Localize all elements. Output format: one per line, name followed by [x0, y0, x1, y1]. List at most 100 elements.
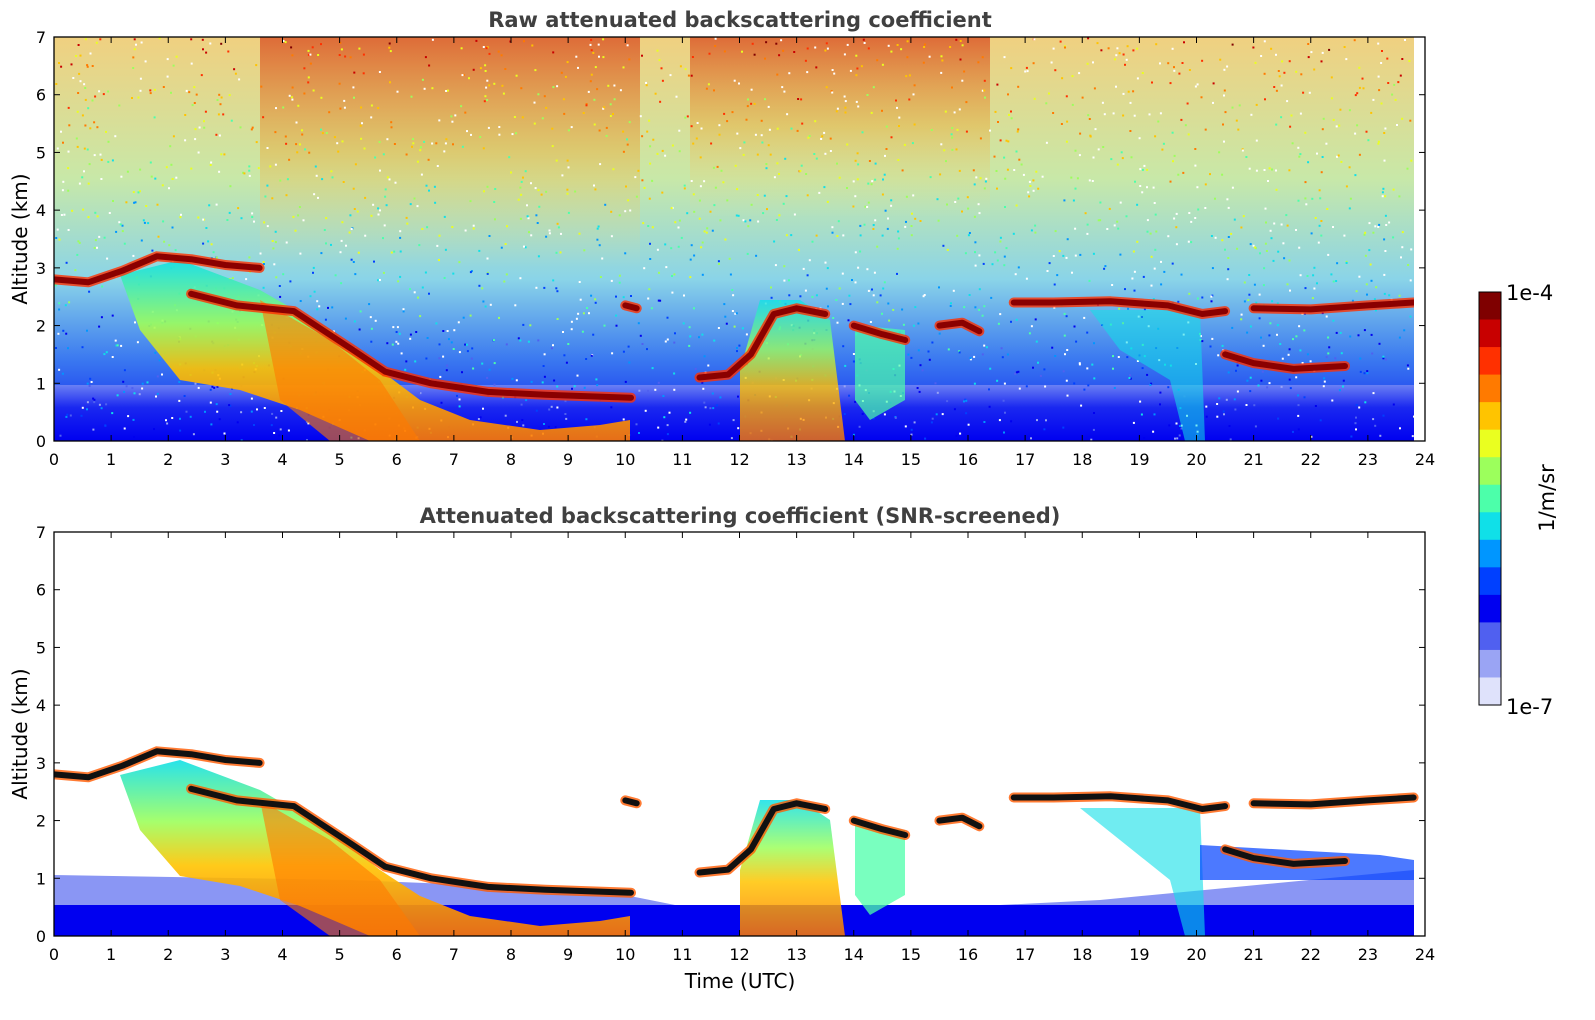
noise-pixel: [1265, 221, 1267, 224]
noise-pixel: [434, 201, 437, 204]
noise-pixel: [1382, 355, 1385, 358]
noise-pixel: [446, 364, 449, 367]
noise-pixel: [815, 157, 818, 160]
noise-pixel: [1004, 177, 1007, 180]
noise-pixel: [782, 202, 785, 205]
noise-pixel: [1307, 43, 1310, 45]
noise-pixel: [936, 391, 939, 394]
noise-pixel: [1032, 179, 1035, 182]
noise-pixel: [515, 74, 518, 77]
noise-pixel: [191, 104, 194, 107]
noise-pixel: [1017, 266, 1020, 269]
noise-pixel: [983, 79, 986, 82]
noise-pixel: [815, 66, 818, 69]
noise-pixel: [1312, 274, 1315, 277]
noise-pixel: [1320, 234, 1323, 237]
noise-pixel: [829, 150, 832, 152]
noise-pixel: [720, 169, 723, 172]
noise-pixel: [1297, 146, 1300, 149]
noise-pixel: [951, 127, 954, 130]
noise-pixel: [1014, 372, 1017, 375]
noise-pixel: [1065, 256, 1068, 259]
noise-pixel: [1379, 434, 1382, 437]
noise-pixel: [1372, 231, 1375, 234]
noise-pixel: [756, 194, 759, 196]
noise-pixel: [1010, 110, 1012, 113]
noise-pixel: [872, 228, 875, 230]
noise-pixel: [392, 326, 395, 329]
noise-pixel: [872, 224, 875, 226]
noise-pixel: [582, 112, 585, 114]
noise-pixel: [1063, 312, 1066, 315]
noise-pixel: [428, 189, 430, 192]
noise-pixel: [684, 116, 687, 119]
noise-pixel: [776, 127, 779, 130]
noise-pixel: [700, 246, 703, 249]
noise-pixel: [100, 316, 103, 319]
snr-ytick-label: 4: [36, 696, 46, 715]
noise-pixel: [905, 75, 908, 78]
noise-pixel: [996, 83, 999, 86]
noise-pixel: [363, 147, 366, 150]
noise-pixel: [307, 422, 310, 425]
noise-pixel: [1279, 343, 1282, 345]
noise-pixel: [1332, 280, 1335, 283]
noise-pixel: [858, 425, 861, 428]
snr-xtick-label: 23: [1358, 945, 1378, 964]
snr-xtick-label: 16: [958, 945, 978, 964]
noise-pixel: [1277, 417, 1280, 420]
noise-pixel: [70, 63, 73, 66]
noise-pixel: [309, 295, 312, 298]
noise-pixel: [1282, 242, 1285, 245]
noise-pixel: [1266, 386, 1269, 389]
noise-pixel: [593, 184, 595, 187]
noise-pixel: [227, 50, 230, 53]
noise-pixel: [1372, 418, 1375, 421]
noise-pixel: [766, 208, 768, 211]
noise-pixel: [431, 142, 434, 145]
noise-pixel: [1086, 62, 1089, 65]
noise-pixel: [887, 44, 890, 47]
noise-pixel: [1398, 336, 1401, 339]
noise-pixel: [1392, 236, 1395, 239]
noise-pixel: [353, 320, 356, 323]
noise-pixel: [1146, 168, 1149, 171]
noise-pixel: [556, 222, 559, 225]
colorbar-band: [1479, 457, 1501, 486]
noise-pixel: [273, 263, 276, 266]
noise-pixel: [511, 133, 514, 136]
noise-pixel: [1260, 379, 1263, 382]
noise-pixel: [1372, 98, 1375, 101]
noise-pixel: [658, 59, 661, 62]
noise-pixel: [1370, 279, 1373, 282]
noise-pixel: [1288, 169, 1291, 172]
noise-pixel: [934, 382, 937, 385]
noise-pixel: [525, 399, 528, 402]
noise-pixel: [1081, 96, 1084, 99]
noise-pixel: [1003, 56, 1006, 59]
noise-pixel: [1154, 248, 1157, 251]
noise-pixel: [548, 232, 551, 235]
noise-pixel: [1214, 236, 1217, 239]
noise-pixel: [788, 72, 791, 75]
noise-pixel: [398, 332, 401, 335]
noise-pixel: [1319, 419, 1322, 422]
noise-pixel: [1291, 142, 1294, 145]
noise-pixel: [836, 107, 839, 110]
noise-pixel: [76, 145, 79, 148]
noise-pixel: [1374, 424, 1377, 427]
noise-pixel: [462, 73, 465, 76]
noise-pixel: [1194, 85, 1197, 88]
noise-pixel: [1299, 112, 1302, 115]
noise-pixel: [1354, 94, 1357, 97]
noise-pixel: [229, 185, 232, 188]
noise-pixel: [1377, 140, 1380, 143]
noise-pixel: [55, 237, 58, 239]
noise-pixel: [855, 54, 858, 57]
noise-pixel: [673, 341, 676, 344]
noise-pixel: [678, 219, 681, 222]
noise-pixel: [856, 178, 859, 181]
raw-xtick-label: 8: [506, 450, 516, 469]
noise-pixel: [162, 86, 165, 88]
noise-pixel: [1066, 394, 1069, 397]
